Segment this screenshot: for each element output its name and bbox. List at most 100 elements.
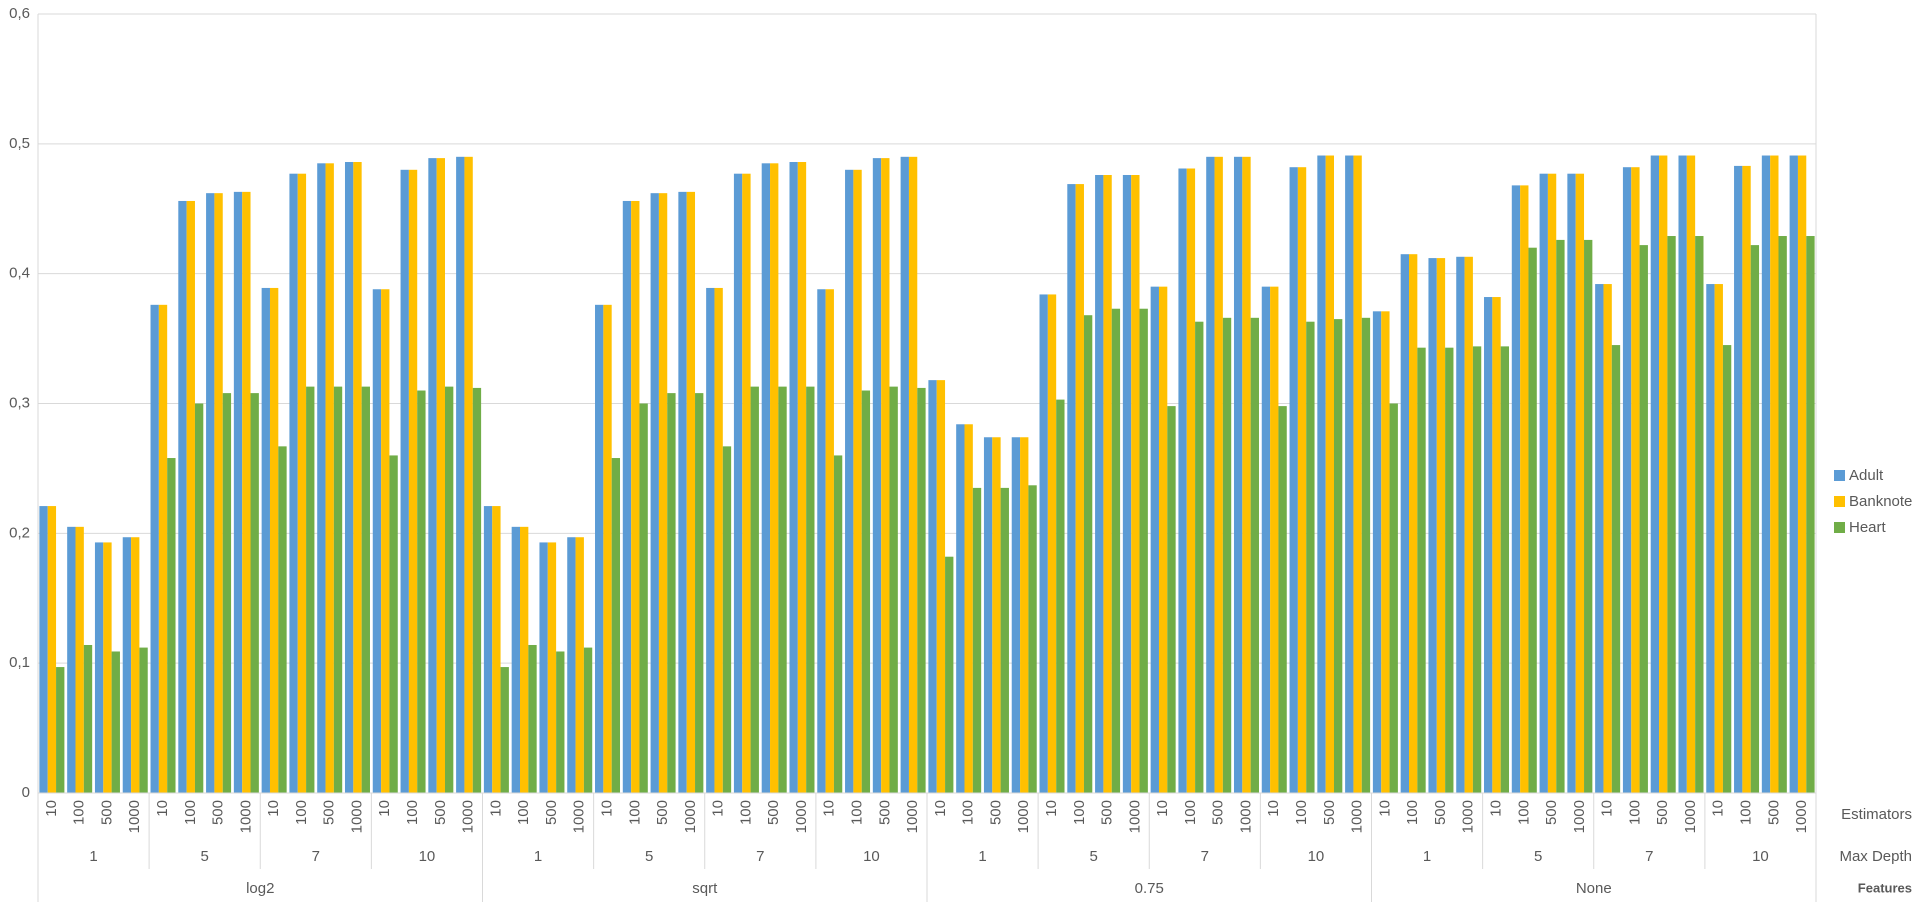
bar	[1306, 321, 1315, 793]
bar	[333, 386, 343, 793]
bar	[583, 647, 593, 793]
bar	[1528, 247, 1537, 793]
bar	[1556, 239, 1565, 793]
x-tick-label: 500	[1321, 800, 1338, 825]
bar	[344, 162, 354, 793]
bar	[1631, 167, 1640, 793]
x-tick-label: 10	[932, 800, 949, 817]
bar	[722, 446, 732, 793]
bar	[206, 193, 215, 794]
legend-swatch	[1834, 470, 1845, 481]
bar	[56, 667, 65, 793]
bar	[289, 173, 298, 793]
bar	[1456, 256, 1465, 793]
bar	[1734, 165, 1743, 793]
bar	[214, 193, 223, 794]
bar	[928, 380, 937, 793]
bar	[1158, 286, 1168, 793]
bar	[1595, 284, 1604, 793]
bar	[1011, 437, 1021, 793]
bar	[1789, 155, 1798, 794]
x-tick-label: 1000	[126, 800, 143, 833]
bar	[936, 380, 946, 793]
bar	[278, 446, 287, 793]
bar	[1722, 345, 1732, 793]
bar	[900, 156, 909, 794]
bar	[639, 403, 648, 793]
bar	[945, 556, 954, 793]
bar	[167, 458, 176, 793]
bar	[1695, 236, 1704, 793]
y-tick-label: 0,4	[9, 265, 30, 282]
bar	[39, 506, 48, 793]
bar	[1567, 173, 1576, 793]
bar	[1584, 239, 1593, 793]
bar	[706, 287, 715, 793]
legend-swatch	[1834, 522, 1845, 533]
bar	[483, 506, 493, 793]
bar	[158, 304, 168, 793]
bar	[1150, 286, 1159, 793]
x-tick-label: 100	[1626, 800, 1643, 825]
x-tick-label: 10	[43, 800, 60, 817]
bar	[1345, 155, 1354, 794]
bar	[111, 651, 120, 793]
bar	[1075, 184, 1084, 793]
bar	[389, 455, 398, 793]
bar	[1797, 155, 1807, 794]
bar	[1000, 487, 1009, 793]
bar	[1333, 319, 1343, 793]
bar	[1750, 245, 1760, 793]
x-tick-label: 10	[1710, 800, 1727, 817]
bar	[567, 537, 576, 793]
bar	[539, 542, 548, 793]
bar	[658, 193, 668, 794]
bar	[325, 163, 334, 793]
bar	[242, 191, 251, 793]
x-tick-label: 100	[71, 800, 88, 825]
x-tick-label: 10	[154, 800, 171, 817]
bar	[733, 173, 743, 793]
bar	[1195, 321, 1204, 793]
x-tick-label: 500	[987, 800, 1004, 825]
bar	[353, 162, 362, 793]
x-group-label: 7	[1645, 848, 1653, 865]
legend-label: Banknote	[1849, 493, 1912, 510]
x-tick-label: 1000	[1349, 800, 1366, 833]
legend-label: Heart	[1849, 519, 1887, 536]
bar	[992, 437, 1001, 793]
bar	[1103, 174, 1112, 793]
x-group-label: sqrt	[692, 880, 718, 897]
bar	[1028, 485, 1037, 793]
bar	[1714, 284, 1723, 793]
bar	[528, 644, 537, 793]
bar	[1083, 315, 1093, 793]
bar	[1047, 294, 1057, 793]
bar	[1233, 156, 1243, 794]
bar	[1639, 245, 1648, 793]
bar	[222, 393, 232, 793]
bar	[47, 506, 57, 793]
x-tick-label: 500	[876, 800, 893, 825]
bar	[622, 200, 632, 793]
bar	[750, 386, 759, 793]
x-tick-label: 10	[1487, 800, 1504, 817]
x-group-label: 1	[978, 848, 986, 865]
bar	[1409, 254, 1418, 794]
bar	[686, 191, 696, 793]
bar	[1222, 317, 1232, 793]
bar	[825, 289, 834, 793]
x-tick-label: 500	[1099, 800, 1116, 825]
x-tick-label: 10	[1043, 800, 1060, 817]
x-tick-label: 100	[1738, 800, 1755, 825]
bar	[1167, 406, 1176, 793]
bar	[1603, 284, 1612, 793]
x-group-label: 1	[1423, 848, 1431, 865]
bar	[1178, 168, 1187, 794]
bar	[1020, 437, 1029, 793]
bar	[1428, 258, 1437, 793]
x-group-label: 7	[1201, 848, 1209, 865]
bar	[853, 169, 862, 794]
x-level-name: Estimators	[1841, 806, 1912, 823]
